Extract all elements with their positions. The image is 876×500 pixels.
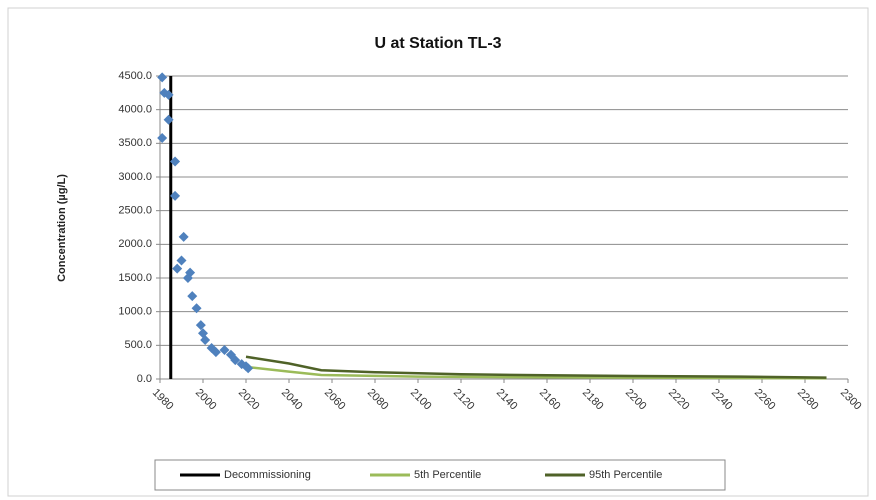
y-tick-label: 2000.0 xyxy=(118,238,152,250)
data-point xyxy=(187,291,198,302)
legend-label: 95th Percentile xyxy=(589,469,662,481)
legend-box xyxy=(154,459,726,491)
data-point xyxy=(210,347,221,358)
data-point xyxy=(182,273,193,283)
data-point xyxy=(176,255,187,266)
data-point xyxy=(243,363,254,374)
data-point xyxy=(163,114,174,125)
y-tick-label: 500.0 xyxy=(124,339,152,351)
chart-frame xyxy=(7,7,869,497)
legend-label: 5th Percentile xyxy=(414,469,481,481)
data-point xyxy=(172,263,183,274)
data-point xyxy=(200,334,211,345)
data-point xyxy=(191,303,202,314)
y-tick-label: 2500.0 xyxy=(118,205,152,217)
y-tick-label: 4000.0 xyxy=(118,104,152,116)
y-tick-label: 0.0 xyxy=(137,373,152,385)
y-tick-label: 1000.0 xyxy=(118,306,152,318)
y-tick-label: 1500.0 xyxy=(118,272,152,284)
data-point xyxy=(163,89,174,100)
data-point xyxy=(230,355,241,366)
data-point xyxy=(195,320,206,331)
y-axis-title: Concentration (µg/L) xyxy=(56,174,68,282)
data-point xyxy=(157,72,168,83)
chart-title: U at Station TL-3 xyxy=(374,35,501,52)
legend-label: Decommissioning xyxy=(224,469,311,481)
y-tick-label: 3000.0 xyxy=(118,171,152,183)
data-point xyxy=(219,345,230,356)
data-point xyxy=(178,231,189,242)
data-point xyxy=(170,156,181,167)
line-series xyxy=(245,355,827,379)
line-series xyxy=(245,365,827,380)
y-tick-label: 3500.0 xyxy=(118,137,152,149)
data-point xyxy=(157,132,168,143)
data-point xyxy=(170,190,181,201)
y-tick-label: 4500.0 xyxy=(118,70,152,82)
